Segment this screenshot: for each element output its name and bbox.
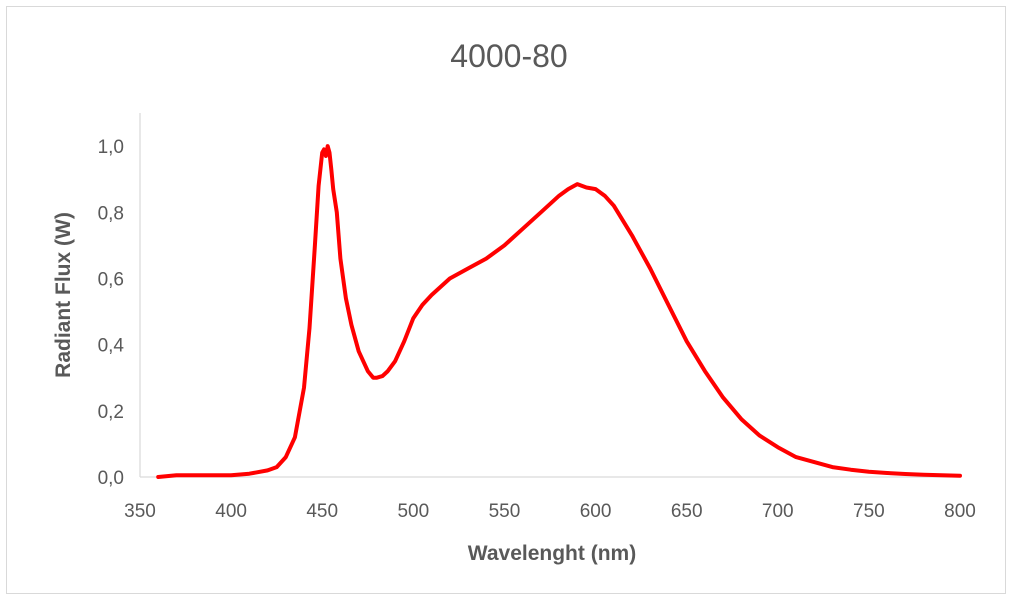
x-tick-label: 600 [580,501,612,522]
x-tick-label: 650 [671,501,703,522]
series-line [156,144,962,479]
y-axis-title: Radiant Flux (W) [52,212,75,378]
x-tick-label: 450 [306,501,338,522]
series-layer [156,144,962,479]
chart-title: 4000-80 [450,38,567,74]
y-tick-label: 0,0 [98,468,124,489]
chart-frame [6,6,1006,594]
x-tick-label: 550 [489,501,521,522]
x-tick-label: 800 [944,501,976,522]
x-tick-labels: 350 400 450 500 550 600 650 700 750 800 [124,501,976,522]
y-tick-label: 0,4 [98,336,125,357]
x-tick-label: 700 [762,501,794,522]
x-axis-title: Wavelenght (nm) [468,542,636,565]
x-tick-label: 500 [397,501,429,522]
y-tick-label: 1,0 [98,137,124,158]
x-tick-label: 350 [124,501,156,522]
x-tick-label: 400 [215,501,247,522]
y-tick-label: 0,2 [98,402,124,423]
y-tick-labels: 0,0 0,2 0,4 0,6 0,8 1,0 [98,137,125,489]
y-tick-label: 0,6 [98,269,124,290]
x-tick-label: 750 [853,501,885,522]
y-tick-label: 0,8 [98,203,124,224]
